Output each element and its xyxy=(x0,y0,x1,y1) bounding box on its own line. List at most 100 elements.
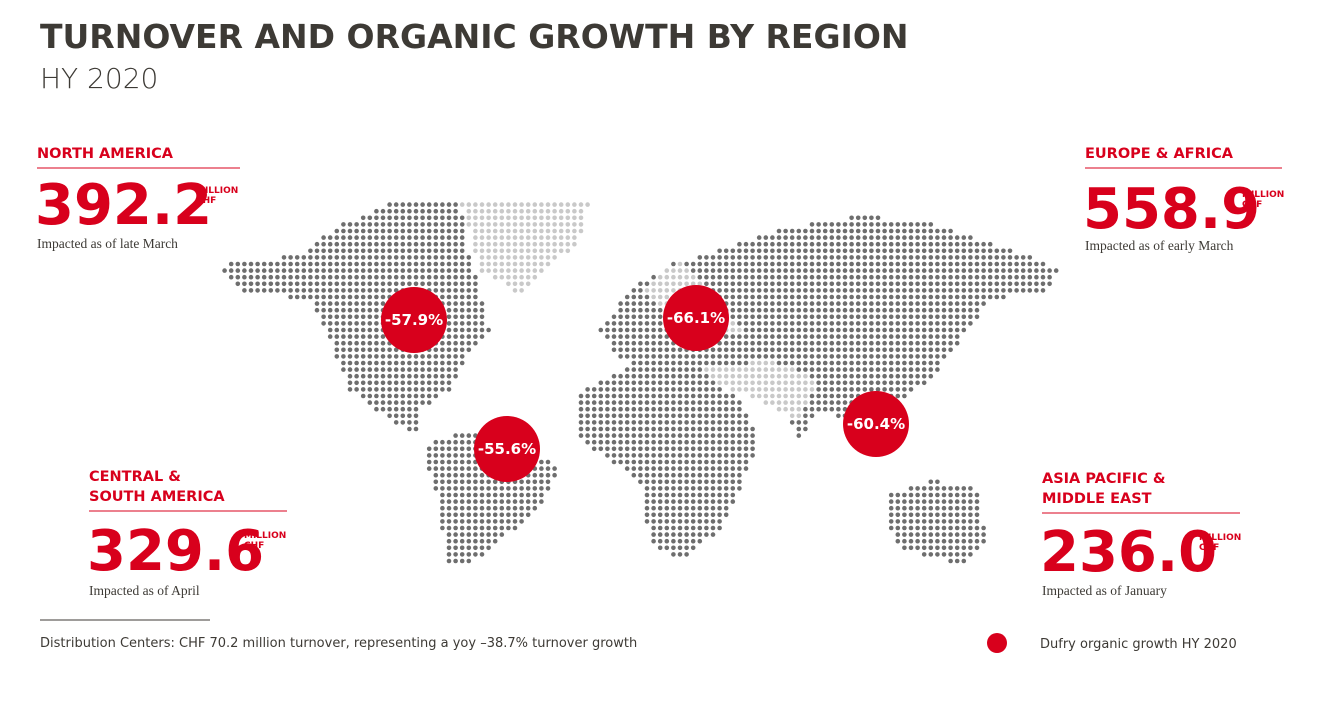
map-dot xyxy=(651,393,656,399)
map-dot xyxy=(671,380,676,386)
map-dot xyxy=(539,492,544,498)
map-dot xyxy=(855,367,861,372)
map-dot xyxy=(605,406,610,412)
map-dot xyxy=(446,453,452,458)
map-dot xyxy=(961,248,967,254)
map-dot xyxy=(426,354,432,359)
map-dot xyxy=(842,294,848,300)
map-dot xyxy=(862,387,868,392)
map-dot xyxy=(479,301,485,306)
map-dot xyxy=(644,321,650,326)
map-dot xyxy=(803,406,808,412)
map-dot xyxy=(697,459,703,465)
map-dot xyxy=(763,288,769,293)
map-dot xyxy=(690,545,696,551)
map-dot xyxy=(644,519,650,524)
map-dot xyxy=(690,413,696,419)
map-dot xyxy=(954,307,960,313)
map-dot xyxy=(473,307,478,313)
map-dot xyxy=(677,393,683,399)
map-dot xyxy=(1014,281,1019,287)
map-dot xyxy=(763,255,769,260)
map-dot xyxy=(651,274,656,280)
map-dot xyxy=(954,558,960,564)
map-dot xyxy=(862,261,868,267)
map-dot xyxy=(473,202,478,207)
map-dot xyxy=(360,340,366,346)
map-dot xyxy=(420,354,425,359)
map-dot xyxy=(413,406,419,412)
map-dot xyxy=(611,387,617,392)
map-dot xyxy=(360,274,366,280)
map-dot xyxy=(776,261,782,267)
map-dot xyxy=(380,268,386,273)
map-dot xyxy=(941,274,947,280)
map-dot xyxy=(961,255,967,260)
map-dot xyxy=(440,492,445,498)
map-dot xyxy=(809,228,815,234)
map-dot xyxy=(948,519,953,524)
map-dot xyxy=(426,393,432,399)
map-dot xyxy=(730,453,736,458)
map-dot xyxy=(928,294,934,300)
map-dot xyxy=(466,307,472,313)
map-dot xyxy=(651,294,656,300)
map-dot xyxy=(723,453,729,458)
map-dot xyxy=(413,268,419,273)
map-dot xyxy=(499,235,505,240)
map-dot xyxy=(532,472,538,478)
map-dot xyxy=(690,400,696,405)
map-dot xyxy=(915,360,920,366)
map-dot xyxy=(710,479,716,485)
map-dot xyxy=(1040,281,1046,287)
map-dot xyxy=(756,380,762,386)
map-dot xyxy=(789,354,795,359)
map-dot xyxy=(809,413,815,419)
map-dot xyxy=(327,314,333,320)
map-dot xyxy=(948,281,953,287)
map-dot xyxy=(796,360,802,366)
map-dot xyxy=(512,248,518,254)
map-dot xyxy=(862,373,868,379)
map-dot xyxy=(737,340,742,346)
map-dot xyxy=(611,327,617,333)
map-dot xyxy=(697,367,703,372)
map-dot xyxy=(756,241,762,247)
map-dot xyxy=(486,327,491,333)
map-dot xyxy=(710,387,716,392)
map-dot xyxy=(684,479,689,485)
map-dot xyxy=(717,360,722,366)
map-dot xyxy=(717,492,722,498)
map-dot xyxy=(710,281,716,287)
map-dot xyxy=(954,255,960,260)
map-dot xyxy=(836,307,841,313)
map-dot xyxy=(855,380,861,386)
map-dot xyxy=(770,380,775,386)
map-dot xyxy=(842,367,848,372)
map-dot xyxy=(638,459,643,465)
map-dot xyxy=(657,538,663,544)
map-dot xyxy=(664,472,670,478)
map-dot xyxy=(624,327,630,333)
map-dot xyxy=(882,327,887,333)
map-dot xyxy=(664,400,670,405)
map-dot xyxy=(921,545,927,551)
map-dot xyxy=(968,301,973,306)
map-dot xyxy=(341,288,346,293)
map-dot xyxy=(717,486,722,491)
map-dot xyxy=(697,512,703,518)
map-dot xyxy=(248,274,254,280)
map-dot xyxy=(347,294,353,300)
map-dot xyxy=(558,222,564,227)
map-dot xyxy=(690,512,696,518)
map-dot xyxy=(664,453,670,458)
map-dot xyxy=(717,288,722,293)
map-dot xyxy=(367,268,373,273)
map-dot xyxy=(519,505,524,511)
map-dot xyxy=(981,274,986,280)
map-dot xyxy=(459,340,465,346)
map-dot xyxy=(440,215,445,221)
map-dot xyxy=(407,255,412,260)
map-dot xyxy=(347,281,353,287)
map-dot xyxy=(862,241,868,247)
